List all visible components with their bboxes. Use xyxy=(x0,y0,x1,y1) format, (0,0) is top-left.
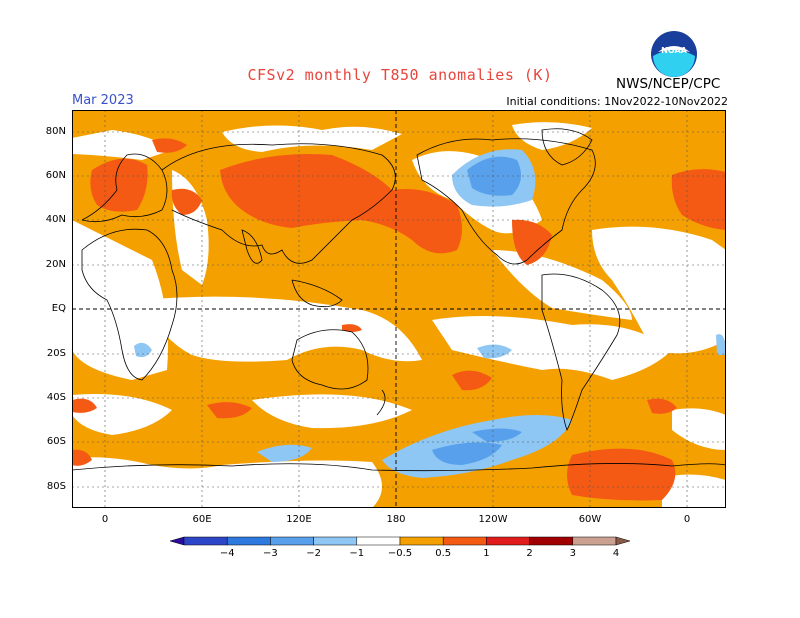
colorbar-swatch xyxy=(356,536,401,546)
lat-label: 40S xyxy=(46,392,66,403)
colorbar-tick-label: −1 xyxy=(349,548,365,559)
colorbar-swatch xyxy=(183,536,228,546)
lon-label: 0 xyxy=(683,514,691,525)
lat-label: EQ xyxy=(51,303,66,314)
colorbar-tick-label: 4 xyxy=(612,548,620,559)
equator-dateline xyxy=(72,110,726,508)
map-frame xyxy=(72,110,726,508)
lat-label: 60S xyxy=(46,436,66,447)
colorbar-swatch xyxy=(572,536,617,546)
initial-conditions: Initial conditions: 1Nov2022-10Nov2022 xyxy=(506,95,728,108)
colorbar-tick-label: 1 xyxy=(483,548,490,559)
lat-label: 20N xyxy=(45,259,66,270)
colorbar xyxy=(170,536,630,546)
lat-label: 40N xyxy=(45,214,66,225)
lon-label: 60E xyxy=(192,514,212,525)
colorbar-tick-label: −2 xyxy=(306,548,321,559)
lat-label: 80N xyxy=(45,126,66,137)
map-title: CFSv2 monthly T850 anomalies (K) xyxy=(247,66,553,84)
colorbar-swatch xyxy=(270,536,314,546)
lon-label: 120E xyxy=(286,514,312,525)
colorbar-swatch xyxy=(486,536,530,546)
anomaly-map xyxy=(72,110,726,508)
colorbar-tick-label: −0.5 xyxy=(387,548,413,559)
lat-label: 20S xyxy=(46,348,66,359)
colorbar-tick-label: −4 xyxy=(219,548,235,559)
colorbar-tick-label: 0.5 xyxy=(435,548,452,559)
noaa-logo-icon: NOAA xyxy=(651,31,697,77)
warm-anomaly-strong xyxy=(72,138,726,501)
colorbar-swatch xyxy=(615,536,630,546)
lon-label: 120W xyxy=(478,514,508,525)
colorbar-tick-label: 3 xyxy=(569,548,576,559)
colorbar-swatch xyxy=(529,536,574,546)
forecast-month: Mar 2023 xyxy=(72,93,134,108)
lon-label: 60W xyxy=(578,514,602,525)
lon-label: 180 xyxy=(386,514,406,525)
colorbar-tick-label: 2 xyxy=(526,548,533,559)
lat-label: 80S xyxy=(46,481,66,492)
colorbar-swatch xyxy=(399,536,444,546)
svg-text:NOAA: NOAA xyxy=(661,46,687,55)
lon-label: 0 xyxy=(101,514,109,525)
colorbar-tick-label: −3 xyxy=(263,548,278,559)
agency-label: NWS/NCEP/CPC xyxy=(616,76,721,92)
colorbar-swatch xyxy=(313,536,358,546)
colorbar-swatch xyxy=(442,536,487,546)
colorbar-swatch xyxy=(226,536,271,546)
graticule xyxy=(72,110,726,508)
lat-label: 60N xyxy=(45,170,66,181)
colorbar-swatch xyxy=(170,536,185,546)
coastlines xyxy=(72,128,726,472)
